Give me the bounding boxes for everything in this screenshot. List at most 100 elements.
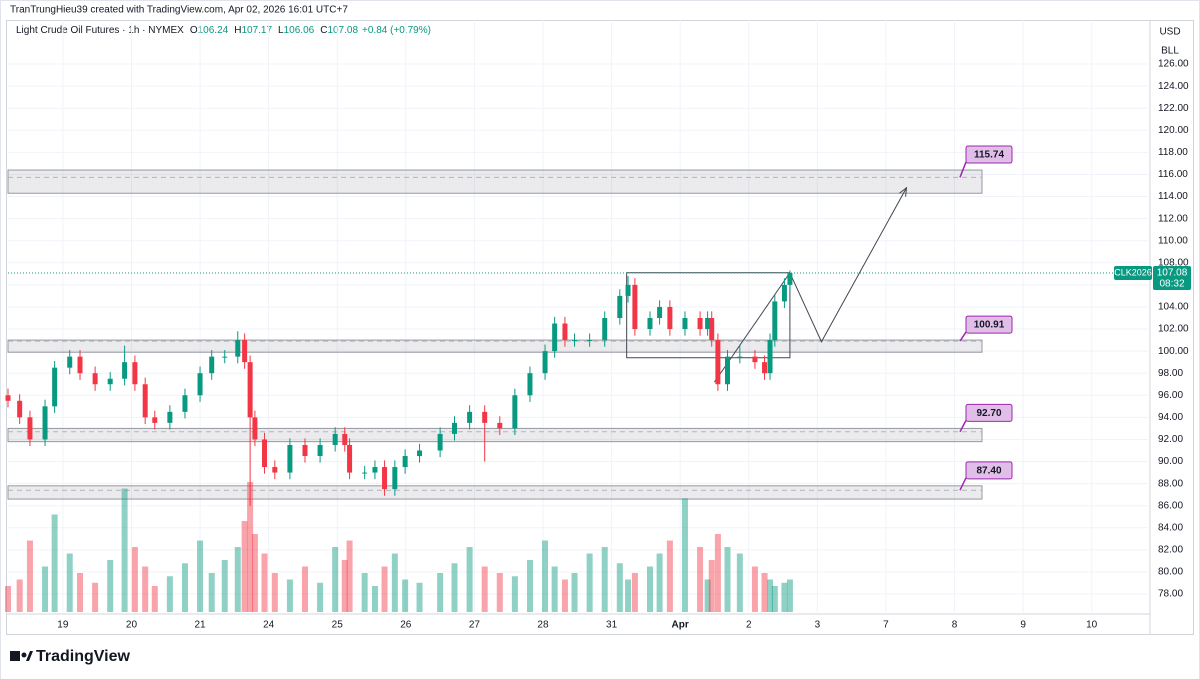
zone-label: 100.91 — [974, 320, 1005, 331]
candle-body — [602, 317, 608, 341]
y-tick-label: 96.00 — [1158, 390, 1183, 401]
x-tick-label: 26 — [400, 620, 412, 631]
candle-body — [632, 284, 638, 330]
candle-body — [242, 340, 248, 363]
candle-body — [737, 356, 743, 358]
volume-bar — [631, 573, 638, 612]
candle-body — [167, 411, 173, 423]
volume-bar — [208, 573, 215, 612]
volume-bar — [697, 547, 704, 612]
zone-label-box — [965, 403, 1013, 422]
volume-bar — [142, 566, 149, 612]
candle-body — [332, 433, 338, 445]
candle-body — [705, 317, 711, 330]
candle-body — [587, 340, 593, 342]
volume-bar — [681, 498, 688, 612]
candle-body — [552, 323, 558, 352]
y-tick-label: 114.00 — [1158, 191, 1188, 202]
candle-body — [767, 340, 773, 374]
volume-bar — [571, 573, 578, 612]
y-tick-label: 116.00 — [1158, 169, 1188, 180]
volume-bar — [341, 560, 348, 612]
volume-bar — [656, 553, 663, 612]
volume-bar — [346, 540, 353, 612]
y-tick-label: 82.00 — [1158, 544, 1183, 555]
volume-bar — [416, 582, 423, 612]
price-tag — [1153, 265, 1191, 290]
y-tick-label: 88.00 — [1158, 478, 1183, 489]
y-tick-label: 122.00 — [1158, 103, 1189, 114]
zone-label: 87.40 — [976, 465, 1001, 476]
volume-bar — [51, 514, 58, 612]
symbol-tag — [1114, 265, 1152, 280]
volume-bar — [361, 573, 368, 612]
volume-bar — [241, 521, 248, 612]
volume-bar — [317, 582, 324, 612]
zone-pointer — [959, 331, 967, 342]
volume-bar — [121, 488, 128, 612]
candle-body — [437, 433, 443, 451]
candle-body — [482, 411, 488, 423]
candle-body — [302, 444, 308, 457]
close-label: C — [320, 25, 327, 36]
y-tick-label: 80.00 — [1158, 567, 1183, 578]
x-tick-label: 8 — [952, 620, 958, 631]
y-tick-label: 94.00 — [1158, 412, 1183, 423]
candle-body — [512, 395, 518, 429]
volume-bar — [751, 566, 758, 612]
volume-bar — [708, 560, 715, 612]
candle-body — [152, 417, 158, 423]
zone-label: 92.70 — [976, 408, 1001, 419]
candle-body — [497, 422, 503, 429]
logo-text: TradingView — [36, 648, 131, 665]
volume-bar — [131, 547, 138, 612]
volume-bar — [197, 540, 204, 612]
volume-bar — [181, 563, 188, 612]
candle-body — [272, 467, 278, 473]
unit: BLL — [1161, 46, 1179, 57]
open-value: 106.24 — [198, 25, 229, 36]
high-label: H — [234, 25, 241, 36]
zone — [7, 339, 983, 353]
candle-body — [247, 362, 253, 418]
zone-label: 115.74 — [974, 150, 1004, 161]
x-tick-label: 27 — [469, 620, 481, 631]
volume-bar — [221, 560, 228, 612]
volume-bar — [781, 582, 788, 612]
volume-bar — [666, 540, 673, 612]
candle-body — [287, 444, 293, 473]
volume-bar — [371, 586, 378, 612]
x-tick-label: 7 — [883, 620, 889, 631]
candle-body — [417, 450, 423, 457]
volume-bar — [151, 586, 158, 612]
candle-body — [122, 362, 128, 379]
volume-bar — [511, 576, 518, 612]
volume-bar — [724, 547, 731, 612]
volume-bar — [451, 563, 458, 612]
volume-bar — [736, 553, 743, 612]
y-tick-label: 108.00 — [1158, 257, 1189, 268]
legend-line: Light Crude Oil Futures · 1h · NYMEX O106… — [16, 25, 431, 36]
candle-body — [42, 406, 48, 440]
zone — [7, 485, 983, 500]
candle-body — [657, 306, 663, 318]
candle-body — [252, 417, 258, 440]
y-tick-label: 78.00 — [1158, 589, 1183, 600]
range-box — [626, 272, 791, 359]
candle-body — [262, 439, 268, 468]
volume-bar — [646, 566, 653, 612]
candle-body — [92, 373, 98, 385]
volume-bar — [261, 553, 268, 612]
y-tick-label: 124.00 — [1158, 81, 1189, 92]
volume-bar — [526, 560, 533, 612]
candle-body — [715, 340, 721, 385]
zone — [7, 427, 983, 443]
candle-body — [647, 317, 653, 330]
candle-body — [235, 340, 241, 357]
projection-path — [789, 187, 907, 343]
candle-body — [372, 467, 378, 473]
symbol: Light Crude Oil Futures · 1h · NYMEX — [16, 25, 184, 36]
change: +0.84 (+0.79%) — [362, 25, 431, 36]
volume-bar — [704, 579, 711, 612]
